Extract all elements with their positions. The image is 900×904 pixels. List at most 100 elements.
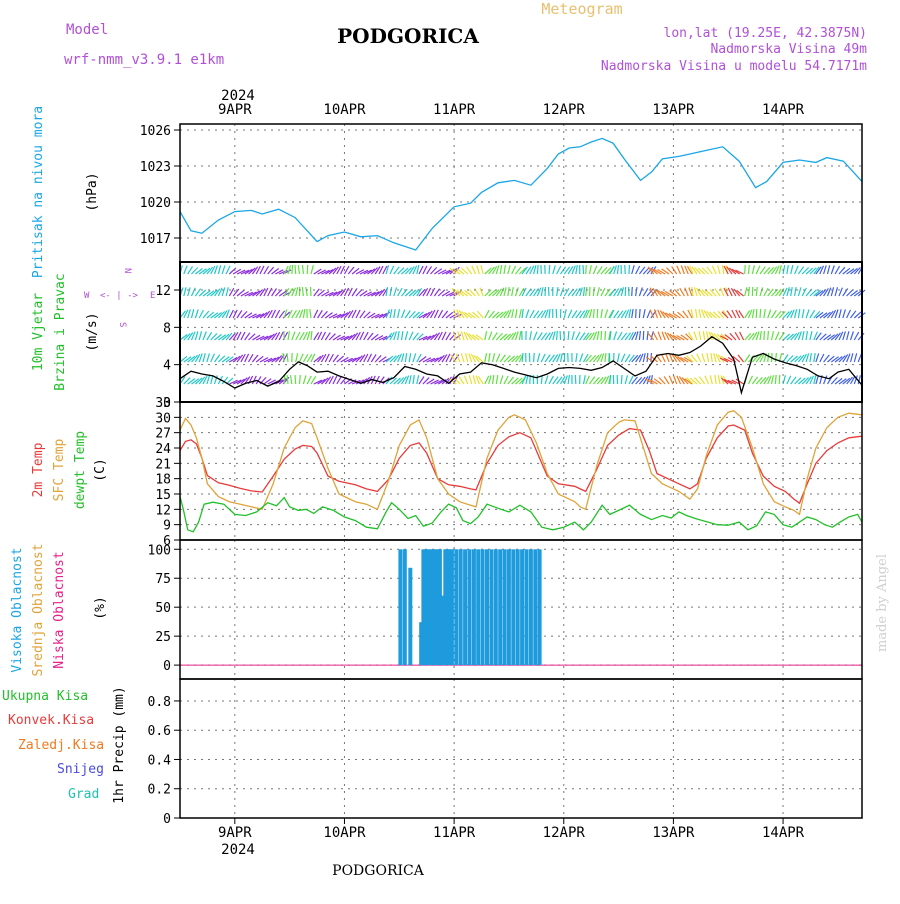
- wind-barb-1039: [816, 353, 819, 362]
- wind-barb-1038: [816, 375, 819, 384]
- wind-barb-720: [625, 375, 627, 384]
- wind-barb-1067: [831, 266, 834, 275]
- wind-title: 10m Vjetar: [31, 293, 46, 371]
- sfc-temp-title: SFC Temp: [52, 439, 67, 502]
- wind-barb-572: [534, 332, 537, 340]
- wind-barb-521: [500, 265, 502, 274]
- wind-barb-463: [466, 353, 468, 362]
- wind-barb-26: [195, 331, 197, 340]
- cloud-bar-28: [503, 549, 507, 665]
- wind-barb-1083: [843, 309, 846, 318]
- wind-barb-571: [534, 353, 535, 362]
- coords-label: lon,lat (19.25E, 42.3875N): [664, 26, 868, 41]
- cloud-bar-2: [408, 568, 412, 665]
- wind-barb-826: [685, 288, 688, 296]
- wind-barb-1006: [795, 287, 797, 296]
- ytick-label-8: 30: [155, 411, 171, 426]
- wind-barb-93: [237, 310, 242, 318]
- mid-cloud-title: Srednja Oblacnost: [31, 543, 46, 676]
- wind-barb-713: [618, 265, 619, 274]
- wind-barb-610: [557, 287, 558, 296]
- wind-barb-935: [749, 265, 750, 274]
- wind-barb-351: [398, 309, 400, 318]
- wind-barb-484: [475, 288, 480, 296]
- wind-barb-192: [300, 375, 301, 384]
- wind-barb-881: [718, 265, 720, 274]
- wind-barb-350: [398, 331, 400, 340]
- pressure-frame: [180, 124, 862, 262]
- cloud-bar-33: [525, 549, 529, 665]
- wind-barb-613: [561, 353, 563, 362]
- wind-barb-82: [229, 288, 234, 296]
- wind-barb-77: [226, 266, 230, 274]
- wind-barb-1011: [798, 309, 799, 318]
- wind-barb-680: [601, 331, 602, 340]
- cloud-bar-29: [507, 549, 511, 665]
- cloud-bar-23: [481, 549, 485, 665]
- wind-barb-355: [402, 353, 404, 362]
- wind-barb-378: [417, 375, 419, 384]
- temp2m-title: 2m Temp: [31, 442, 46, 497]
- wind-barb-952: [760, 287, 763, 296]
- wind-barb-558: [526, 375, 528, 384]
- wind-barb-854: [703, 331, 704, 340]
- wind-barb-748: [639, 288, 642, 297]
- wind-barb-174: [287, 375, 288, 384]
- wind-barb-177: [288, 310, 292, 318]
- wind-barb-49: [211, 354, 215, 362]
- wind-barb-417: [438, 310, 442, 318]
- bottom-day-label-2: 11APR: [433, 825, 476, 841]
- dewpt-line: [180, 497, 862, 532]
- wind-barb-499: [489, 353, 490, 362]
- wind-barb-366: [409, 375, 411, 384]
- wind-barb-1072: [835, 287, 837, 296]
- page-title: PODGORICA: [337, 24, 479, 48]
- wind-barb-581: [537, 265, 538, 274]
- wind-unit: (m/s): [85, 312, 100, 351]
- wind-barb-505: [493, 353, 495, 362]
- wind-barb-957: [764, 309, 765, 318]
- wind-barb-798: [669, 376, 673, 384]
- wind-barb-714: [621, 375, 622, 384]
- cloud-bar-27: [498, 549, 502, 665]
- wind-barb-961: [768, 353, 769, 362]
- wind-barb-928: [745, 287, 747, 296]
- ytick-label-1: 25: [155, 630, 171, 645]
- wind-barb-1018: [802, 288, 806, 296]
- ytick-label-4: 18: [155, 473, 171, 488]
- wind-barb-504: [493, 375, 494, 384]
- ytick-label-3: 1026: [140, 124, 171, 139]
- ytick-label-1: 0.2: [148, 783, 171, 798]
- wind-barb-848: [699, 331, 701, 340]
- pressure-line: [180, 138, 862, 250]
- wind-barb-1016: [802, 331, 804, 340]
- wind-barb-696: [610, 375, 611, 384]
- ytick-label-1: 4: [163, 359, 171, 374]
- top-day-label-4: 13APR: [652, 102, 695, 118]
- wind-barb-479: [472, 266, 476, 274]
- top-day-label-2: 11APR: [433, 102, 476, 118]
- wind-barb-1100: [854, 332, 858, 340]
- top-year-label: 2024: [221, 88, 255, 104]
- wind-barb-1077: [839, 309, 841, 318]
- bottom-day-label-5: 14APR: [762, 825, 805, 841]
- wind-barb-653: [583, 265, 584, 274]
- wind-barb-632: [572, 331, 574, 340]
- cloud-bar-34: [529, 549, 533, 665]
- wind-barb-946: [756, 287, 757, 296]
- wind-barb-171: [284, 309, 287, 318]
- cloud-unit: (%): [93, 596, 108, 619]
- wind-barb-1028: [810, 331, 812, 340]
- wind-barb-747: [639, 309, 640, 318]
- wind-barb-1012: [798, 287, 801, 296]
- wind-barb-958: [764, 288, 768, 296]
- wind-barb-724: [625, 287, 626, 296]
- wind-barb-458: [461, 331, 464, 340]
- wind-barb-782: [658, 332, 661, 340]
- wind-barb-658: [586, 287, 587, 296]
- wind-barb-875: [712, 266, 716, 274]
- wind-barb-758: [647, 331, 648, 340]
- wind-barb-669: [593, 309, 594, 318]
- cloud-bar-35: [533, 549, 537, 665]
